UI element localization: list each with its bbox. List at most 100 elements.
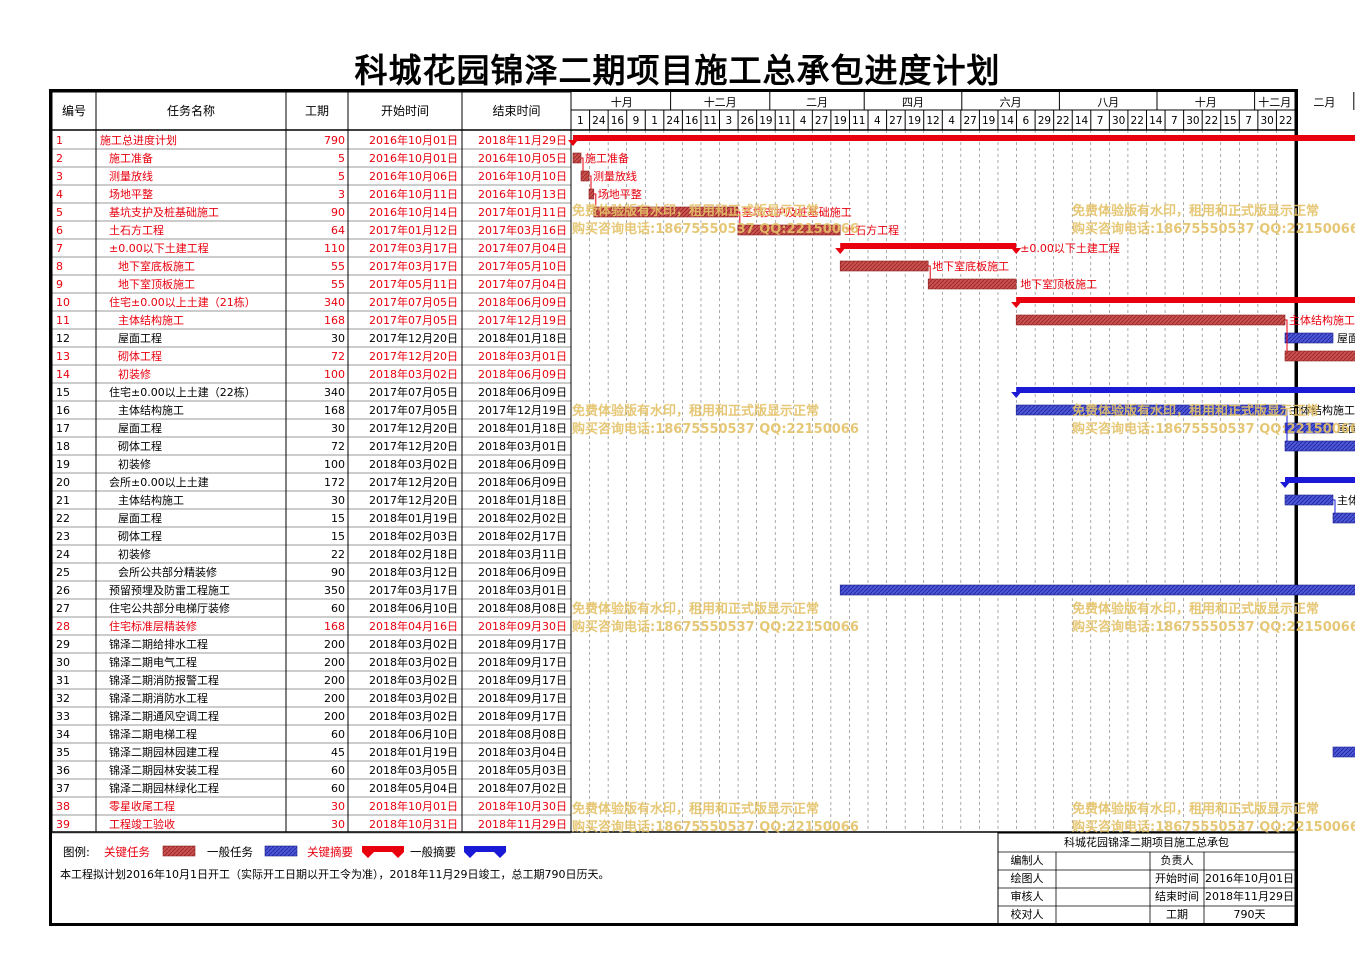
- row-duration: 200: [324, 674, 345, 687]
- row-name: 地下室顶板施工: [118, 277, 195, 291]
- row-end: 2018年06月09日: [478, 457, 567, 471]
- row-duration: 200: [324, 638, 345, 651]
- row-end: 2018年06月09日: [478, 295, 567, 309]
- row-end: 2018年03月01日: [478, 583, 567, 597]
- bar-label: ±0.00以下土建工程: [1020, 241, 1120, 255]
- info-duration-value: 790天: [1233, 908, 1266, 921]
- info-checker: 校对人: [1010, 908, 1044, 921]
- timescale-tick-label: 14: [1001, 115, 1015, 127]
- task-bar: [1284, 440, 1355, 452]
- timescale-tick-label: 19: [759, 115, 772, 127]
- row-id: 19: [56, 458, 70, 471]
- row-duration: 30: [331, 494, 345, 507]
- page-title: 科城花园锦泽二期项目施工总承包进度计划: [354, 51, 1001, 90]
- row-end: 2018年10月30日: [478, 799, 567, 813]
- summary-bar-start-cap: [1011, 392, 1022, 398]
- summary-bar: [1016, 387, 1355, 393]
- row-start: 2018年04月16日: [369, 619, 458, 633]
- summary-bar-start-cap: [568, 140, 578, 146]
- row-duration: 55: [331, 278, 345, 291]
- info-reviewer: 审核人: [1010, 890, 1044, 903]
- legend-swatch-normal-task: [264, 845, 298, 857]
- row-id: 18: [56, 440, 70, 453]
- column-header: 工期: [305, 104, 329, 118]
- row-name: 屋面工程: [118, 332, 162, 345]
- row-start: 2018年06月10日: [369, 727, 458, 741]
- row-end: 2018年07月02日: [478, 781, 567, 795]
- dependency-link: [1285, 409, 1288, 441]
- row-end: 2018年09月30日: [478, 619, 567, 633]
- row-name: 施工总进度计划: [100, 133, 177, 147]
- row-start: 2018年02月18日: [369, 547, 458, 561]
- row-duration: 30: [331, 422, 345, 435]
- dependency-link: [1333, 499, 1336, 513]
- timescale-tick-label: 19: [908, 115, 921, 127]
- legend-swatch-critical-task: [162, 845, 196, 857]
- info-table: 科城花园锦泽二期项目施工总承包 编制人 负责人 绘图人 开始时间 2016年10…: [998, 833, 1295, 923]
- row-id: 37: [56, 782, 70, 795]
- row-start: 2016年10月11日: [369, 187, 458, 201]
- row-id: 27: [56, 602, 70, 615]
- bar-label: 施工准备: [585, 151, 629, 165]
- row-start: 2018年01月19日: [369, 511, 458, 525]
- timescale-tick-label: 22: [1056, 115, 1069, 127]
- row-end: 2017年01月11日: [478, 205, 567, 219]
- row-start: 2017年12月20日: [369, 493, 458, 507]
- row-start: 2017年12月20日: [369, 475, 458, 489]
- row-name: 锦泽二期园林安装工程: [109, 763, 219, 777]
- task-bar: [588, 188, 595, 200]
- row-start: 2016年10月06日: [369, 169, 458, 183]
- dependency-link: [928, 265, 931, 279]
- row-name: 零星收尾工程: [109, 799, 175, 813]
- row-end: 2018年09月17日: [478, 673, 567, 687]
- legend-swatch-normal-summary: [464, 846, 506, 858]
- row-id: 31: [56, 674, 70, 687]
- row-name: 主体结构施工: [118, 313, 184, 327]
- info-compiler: 编制人: [1010, 854, 1044, 867]
- row-name: 工程竣工验收: [109, 817, 175, 831]
- row-name: 锦泽二期电梯工程: [109, 727, 197, 741]
- row-end: 2018年03月01日: [478, 349, 567, 363]
- watermark-line2: 购买咨询电话:18675550537 QQ:22150066: [1072, 221, 1355, 237]
- timescale-tick-label: 6: [1022, 115, 1029, 127]
- row-name: 主体结构施工: [118, 493, 184, 507]
- timescale-tick-label: 24: [666, 115, 680, 127]
- row-id: 3: [56, 170, 63, 183]
- watermark-line2: 购买咨询电话:18675550537 QQ:22150066: [572, 619, 859, 635]
- row-start: 2018年02月03日: [369, 529, 458, 543]
- timescale-tick-label: 22: [1279, 115, 1292, 127]
- row-end: 2018年09月17日: [478, 691, 567, 705]
- row-end: 2016年10月10日: [478, 169, 567, 183]
- dependency-link: [737, 211, 741, 225]
- row-id: 9: [56, 278, 63, 291]
- info-duration-label: 工期: [1166, 908, 1188, 921]
- row-start: 2018年03月02日: [369, 691, 458, 705]
- row-duration: 60: [331, 782, 345, 795]
- task-bar: [1015, 314, 1286, 326]
- row-name: 土石方工程: [109, 223, 164, 237]
- row-start: 2018年03月02日: [369, 709, 458, 723]
- timescale-tick-label: 30: [1186, 115, 1199, 127]
- timescale-tick-label: 12: [926, 115, 939, 127]
- timescale-tick-label: 7: [1171, 115, 1178, 127]
- row-id: 32: [56, 692, 70, 705]
- row-duration: 5: [338, 152, 345, 165]
- row-id: 5: [56, 206, 63, 219]
- row-end: 2018年08月08日: [478, 601, 567, 615]
- row-duration: 5: [338, 170, 345, 183]
- legend-normal-task: 一般任务: [207, 845, 253, 859]
- row-end: 2018年03月01日: [478, 439, 567, 453]
- row-duration: 168: [324, 314, 345, 327]
- timescale-tick-label: 14: [1075, 115, 1089, 127]
- row-id: 33: [56, 710, 70, 723]
- row-id: 13: [56, 350, 70, 363]
- bar-label: 测量放线: [593, 169, 637, 183]
- info-drawer: 绘图人: [1010, 872, 1044, 885]
- task-bar: [1332, 512, 1355, 524]
- row-duration: 45: [331, 746, 345, 759]
- row-id: 20: [56, 476, 70, 489]
- row-start: 2017年05月11日: [369, 277, 458, 291]
- summary-bar: [840, 243, 1017, 249]
- timescale-tick-label: 27: [889, 115, 902, 127]
